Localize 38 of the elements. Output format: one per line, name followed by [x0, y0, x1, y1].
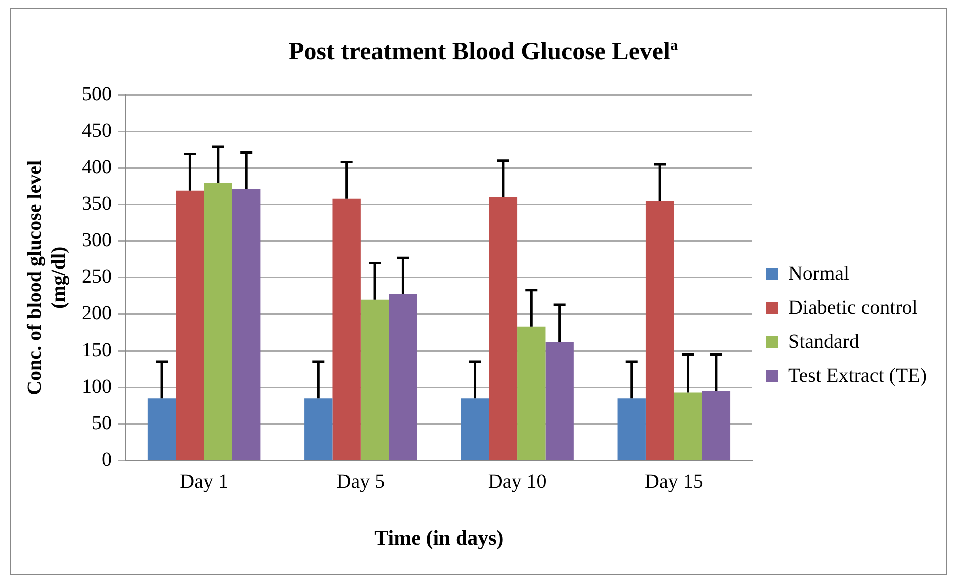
x-tick-label: Day 15	[644, 471, 704, 494]
bar	[546, 342, 574, 460]
legend-label: Test Extract (TE)	[788, 364, 928, 387]
bar	[646, 201, 674, 460]
chart-title: Post treatment Blood Glucose Level$^{a}$	[288, 38, 679, 66]
y-tick-label: 500	[82, 83, 112, 106]
x-tick-label: Day 5	[336, 471, 386, 494]
bar	[176, 190, 204, 460]
y-tick-label: 200	[82, 302, 112, 325]
bar	[674, 392, 702, 460]
y-tick-label: 250	[82, 266, 112, 288]
bar	[489, 197, 518, 460]
bar	[304, 398, 333, 460]
legend-label: Normal	[788, 262, 850, 285]
legend-label: Standard	[788, 330, 860, 353]
bar	[618, 398, 646, 460]
bar	[461, 398, 490, 460]
bar	[232, 189, 261, 460]
x-axis-title: Time (in days)	[374, 526, 504, 550]
y-axis-title: Conc. of blood glucose level (mg/dl)	[24, 160, 70, 396]
y-tick-label: 100	[82, 376, 112, 398]
y-tick-label: 300	[82, 230, 112, 252]
x-tick-label: Day 10	[488, 471, 547, 494]
y-tick-label: 350	[82, 192, 112, 215]
y-tick-label: 450	[82, 120, 112, 142]
y-tick-label: 50	[92, 412, 112, 434]
bar	[360, 300, 390, 460]
bar	[518, 326, 546, 460]
bar	[332, 198, 361, 460]
bar	[148, 398, 176, 460]
bar	[204, 184, 232, 460]
y-tick-label: 150	[82, 339, 112, 362]
bar	[702, 391, 731, 460]
bar	[389, 294, 418, 460]
x-tick-label: Day 1	[180, 471, 228, 494]
y-tick-label: 0	[102, 449, 112, 472]
legend-label: Diabetic control	[788, 296, 918, 319]
y-tick-label: 400	[82, 156, 112, 178]
